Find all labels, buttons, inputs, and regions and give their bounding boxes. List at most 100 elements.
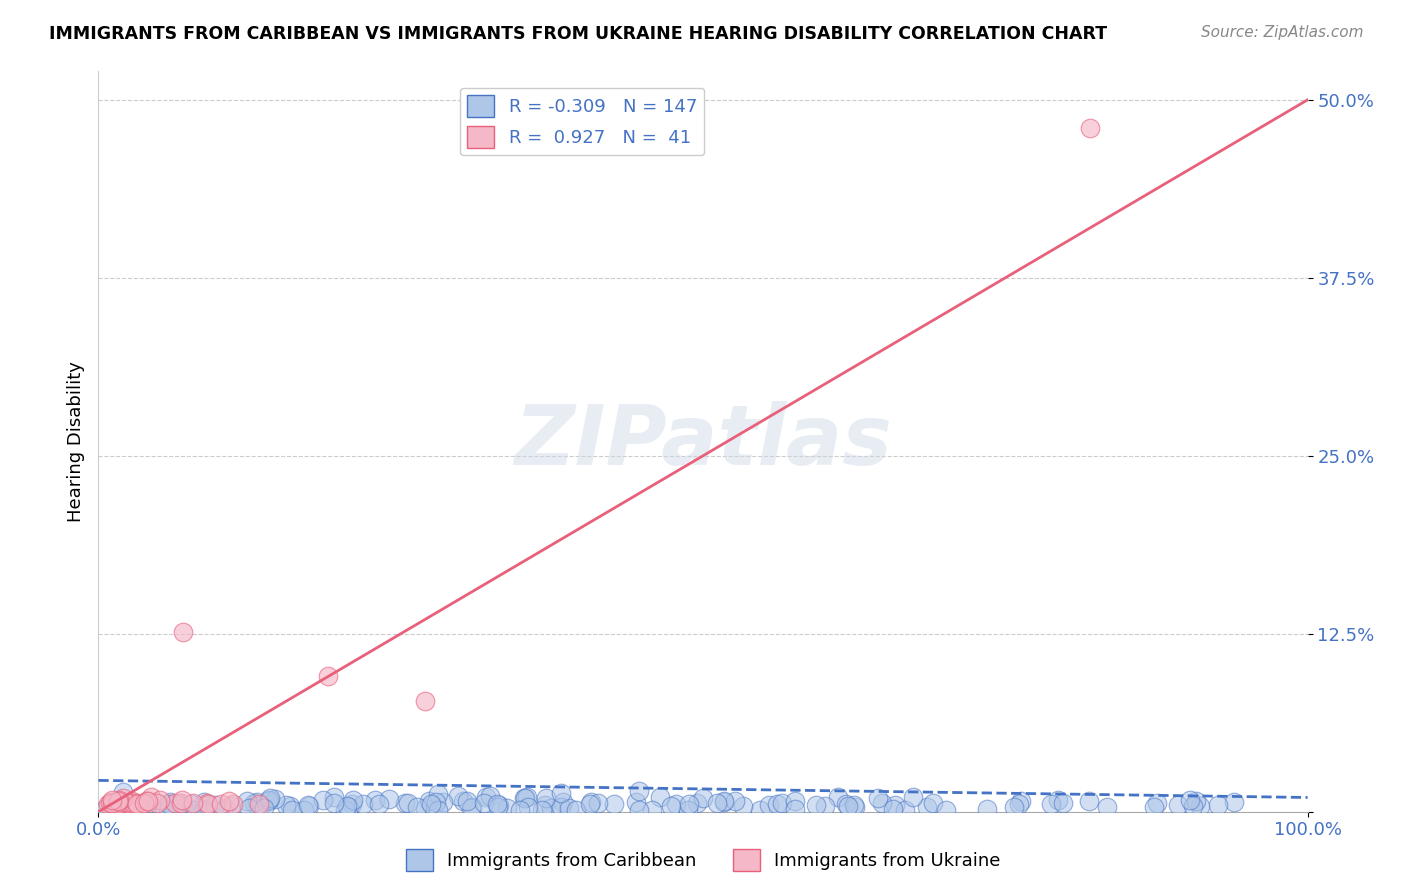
Point: [169, 797, 191, 812]
Point: [94, 800, 117, 814]
Point: [259, 793, 281, 807]
Point: [333, 803, 356, 817]
Point: [135, 794, 157, 808]
Point: [170, 796, 193, 810]
Point: [292, 803, 315, 817]
Point: [758, 798, 780, 813]
Point: [165, 797, 187, 812]
Point: [453, 794, 475, 808]
Point: [550, 786, 572, 800]
Point: [814, 798, 837, 813]
Point: [197, 797, 219, 811]
Point: [162, 803, 184, 817]
Point: [485, 797, 508, 811]
Point: [884, 798, 907, 813]
Point: [323, 796, 346, 810]
Point: [413, 801, 436, 815]
Text: Source: ZipAtlas.com: Source: ZipAtlas.com: [1201, 25, 1364, 40]
Point: [844, 798, 866, 813]
Point: [172, 625, 194, 640]
Point: [588, 797, 610, 811]
Point: [368, 797, 391, 812]
Point: [316, 669, 339, 683]
Point: [1146, 797, 1168, 811]
Point: [835, 797, 858, 811]
Point: [118, 797, 141, 811]
Point: [472, 796, 495, 810]
Point: [114, 795, 136, 809]
Point: [108, 793, 131, 807]
Point: [1077, 794, 1099, 808]
Point: [100, 796, 122, 810]
Point: [1052, 797, 1074, 811]
Point: [121, 796, 143, 810]
Point: [212, 803, 235, 817]
Point: [713, 795, 735, 809]
Point: [259, 791, 281, 805]
Point: [1046, 793, 1069, 807]
Point: [413, 694, 436, 708]
Point: [323, 790, 346, 805]
Point: [111, 790, 134, 805]
Point: [531, 803, 554, 817]
Point: [394, 796, 416, 810]
Point: [678, 803, 700, 817]
Point: [1223, 795, 1246, 809]
Point: [352, 797, 374, 811]
Point: [513, 791, 536, 805]
Point: [706, 796, 728, 810]
Point: [107, 797, 129, 812]
Y-axis label: Hearing Disability: Hearing Disability: [66, 361, 84, 522]
Point: [461, 800, 484, 814]
Point: [146, 796, 169, 810]
Point: [132, 797, 155, 811]
Point: [486, 800, 509, 814]
Point: [247, 797, 270, 812]
Point: [509, 803, 531, 817]
Point: [378, 792, 401, 806]
Point: [131, 797, 153, 811]
Point: [540, 800, 562, 814]
Point: [648, 790, 671, 805]
Point: [894, 803, 917, 817]
Point: [336, 799, 359, 814]
Point: [517, 799, 540, 814]
Point: [111, 785, 134, 799]
Point: [218, 794, 240, 808]
Point: [108, 795, 131, 809]
Point: [1178, 792, 1201, 806]
Point: [731, 799, 754, 814]
Point: [195, 799, 218, 814]
Point: [195, 798, 218, 813]
Point: [340, 797, 363, 811]
Point: [686, 796, 709, 810]
Point: [138, 797, 160, 811]
Point: [1181, 799, 1204, 814]
Point: [204, 798, 226, 813]
Point: [157, 803, 180, 817]
Text: IMMIGRANTS FROM CARIBBEAN VS IMMIGRANTS FROM UKRAINE HEARING DISABILITY CORRELAT: IMMIGRANTS FROM CARIBBEAN VS IMMIGRANTS …: [49, 25, 1108, 43]
Point: [173, 802, 195, 816]
Point: [181, 796, 204, 810]
Point: [276, 797, 298, 812]
Point: [806, 798, 828, 813]
Point: [1095, 800, 1118, 814]
Point: [678, 797, 700, 812]
Point: [602, 797, 624, 812]
Point: [278, 799, 301, 814]
Point: [578, 797, 600, 812]
Point: [364, 793, 387, 807]
Point: [209, 797, 232, 812]
Point: [101, 796, 124, 810]
Point: [692, 790, 714, 805]
Point: [872, 796, 894, 810]
Point: [447, 789, 470, 804]
Legend: Immigrants from Caribbean, Immigrants from Ukraine: Immigrants from Caribbean, Immigrants fr…: [398, 842, 1008, 879]
Point: [246, 796, 269, 810]
Point: [193, 803, 215, 817]
Point: [107, 794, 129, 808]
Point: [783, 794, 806, 808]
Point: [418, 794, 440, 808]
Point: [136, 794, 159, 808]
Point: [1039, 797, 1062, 812]
